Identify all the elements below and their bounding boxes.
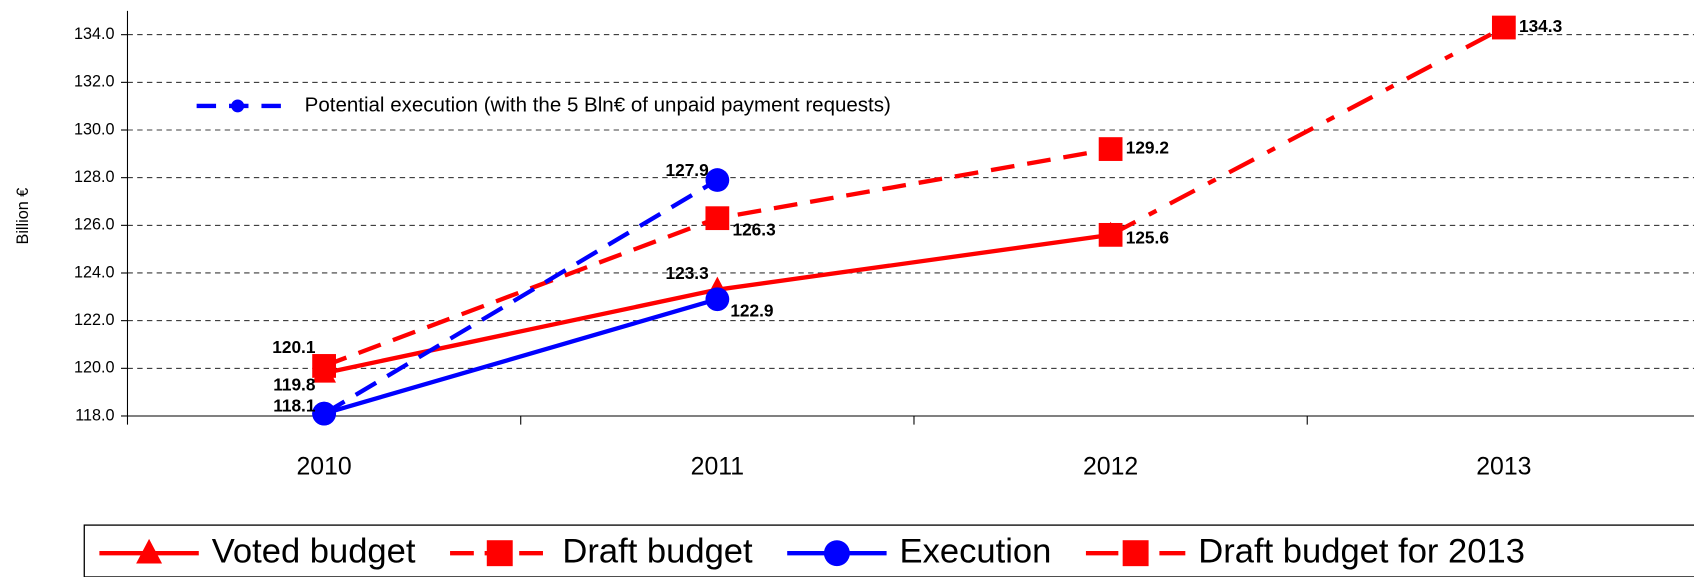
data-label: 127.9 (665, 160, 708, 180)
data-label: 126.3 (732, 220, 775, 240)
data-label: 122.9 (730, 301, 773, 321)
y-axis-label: Billion € (14, 188, 32, 245)
data-label: 134.3 (1519, 16, 1562, 36)
x-tick-label: 2013 (1476, 453, 1531, 480)
y-tick-label: 124.0 (74, 263, 115, 281)
y-tick-label: 128.0 (74, 168, 115, 186)
series-line (323, 178, 719, 416)
data-label: 129.2 (1126, 138, 1169, 158)
legend-label: Execution (900, 532, 1052, 570)
legend-marker (1122, 540, 1149, 567)
data-point (705, 287, 730, 312)
data-point (312, 360, 336, 383)
x-tick-label: 2010 (296, 453, 351, 480)
legend-label: Voted budget (212, 532, 416, 570)
legend-label: Draft budget for 2013 (1198, 532, 1525, 570)
y-tick-label: 118.0 (75, 406, 114, 424)
x-tick-label: 2012 (1083, 453, 1138, 480)
y-tick-label: 126.0 (74, 216, 115, 234)
legend-label: Potential execution (with the 5 Bln€ of … (305, 93, 891, 116)
data-point (1491, 15, 1516, 40)
data-label: 123.3 (665, 263, 708, 283)
data-point (705, 168, 730, 192)
series-line (323, 297, 718, 416)
data-point (1098, 221, 1123, 245)
legend-label: Draft budget (562, 532, 753, 570)
data-label: 125.6 (1126, 228, 1169, 248)
data-point (1098, 137, 1123, 161)
data-label: 118.1 (273, 396, 316, 416)
series-line (1109, 25, 1505, 237)
legend-marker (823, 540, 850, 567)
data-label: 120.1 (272, 337, 316, 357)
legend-marker (486, 540, 513, 567)
data-point (312, 401, 336, 426)
y-tick-label: 120.0 (74, 359, 115, 377)
y-tick-label: 132.0 (74, 73, 115, 91)
legend-bg (189, 88, 1065, 124)
data-point (705, 206, 730, 231)
legend-marker (231, 99, 245, 113)
y-tick-label: 122.0 (74, 311, 115, 329)
y-tick-label: 130.0 (74, 120, 115, 138)
data-label: 119.8 (273, 375, 316, 395)
x-tick-label: 2011 (691, 453, 744, 480)
legend-marker (136, 538, 163, 564)
y-tick-label: 134.0 (74, 25, 115, 43)
